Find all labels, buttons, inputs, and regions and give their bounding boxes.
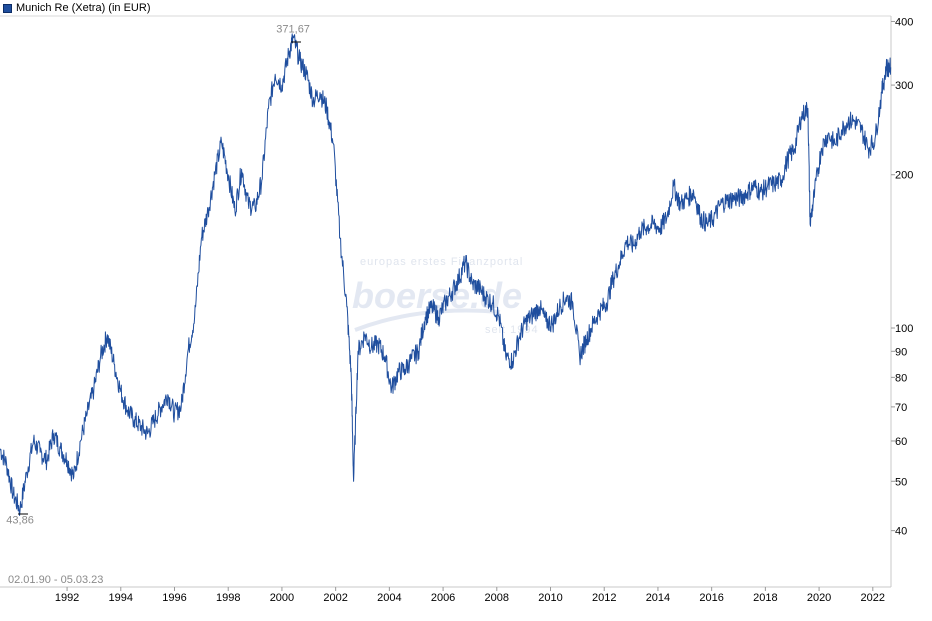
max-label: 371,67 xyxy=(276,24,310,36)
y-axis: 40 50 60 70 80 90 100 200 300 400 xyxy=(891,16,913,538)
y-tick-label: 100 xyxy=(895,323,913,335)
series-line xyxy=(0,33,892,516)
x-tick-label: 2002 xyxy=(323,592,347,604)
x-tick-label: 2016 xyxy=(699,592,723,604)
y-tick-label: 40 xyxy=(895,526,907,538)
series-lines xyxy=(0,33,892,516)
y-tick-label: 50 xyxy=(895,476,907,488)
x-tick-label: 1992 xyxy=(55,592,79,604)
date-range-label: 02.01.90 - 05.03.23 xyxy=(8,574,103,586)
x-tick-label: 2008 xyxy=(485,592,509,604)
x-tick-label: 2004 xyxy=(377,592,401,604)
annotations: 371,67 43,86 02.01.90 - 05.03.23 xyxy=(6,24,310,586)
plot-frame xyxy=(0,15,892,588)
x-tick-label: 2014 xyxy=(646,592,670,604)
x-tick-label: 1996 xyxy=(162,592,186,604)
x-tick-label: 2006 xyxy=(431,592,455,604)
x-tick-label: 1998 xyxy=(216,592,240,604)
x-tick-label: 1994 xyxy=(109,592,133,604)
y-tick-label: 400 xyxy=(895,16,913,28)
x-tick-label: 2020 xyxy=(807,592,831,604)
x-tick-label: 2022 xyxy=(861,592,885,604)
y-tick-label: 200 xyxy=(895,170,913,182)
x-tick-label: 2012 xyxy=(592,592,616,604)
y-tick-label: 70 xyxy=(895,402,907,414)
x-tick-label: 2000 xyxy=(270,592,294,604)
y-tick-label: 60 xyxy=(895,436,907,448)
x-tick-label: 2018 xyxy=(753,592,777,604)
x-tick-label: 2010 xyxy=(538,592,562,604)
x-axis: 1992 1994 1996 1998 2000 2002 2004 2006 2008 2010… xyxy=(55,587,885,604)
y-tick-label: 90 xyxy=(895,346,907,358)
watermark-sub: seit 1994 xyxy=(485,324,539,336)
min-label: 43,86 xyxy=(6,514,34,526)
legend-swatch xyxy=(3,3,12,13)
y-tick-label: 300 xyxy=(895,80,913,92)
legend-label: Munich Re (Xetra) (in EUR) xyxy=(16,2,151,14)
legend: Munich Re (Xetra) (in EUR) xyxy=(3,1,150,15)
y-tick-label: 80 xyxy=(895,372,907,384)
watermark-tagline: europas erstes Finanzportal xyxy=(360,256,523,268)
